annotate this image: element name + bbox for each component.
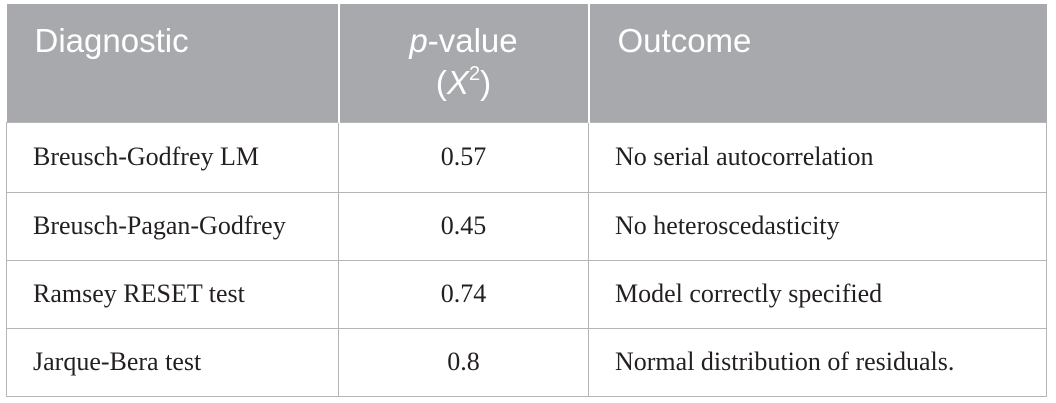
cell-diagnostic: Breusch-Pagan-Godfrey [6, 191, 339, 261]
header-pvalue-paren-close: ) [480, 64, 492, 101]
cell-outcome: No heteroscedasticity [588, 191, 1047, 261]
header-pvalue: p-value (X2) [338, 4, 590, 122]
cell-outcome: No serial autocorrelation [588, 121, 1047, 193]
header-pvalue-p: p [409, 22, 428, 59]
cell-outcome: Model correctly specified [588, 259, 1047, 329]
cell-pvalue: 0.8 [338, 327, 589, 397]
header-outcome: Outcome [588, 4, 1047, 122]
header-pvalue-x: X [446, 64, 469, 101]
cell-diagnostic: Jarque-Bera test [6, 327, 339, 397]
table-body: Breusch-Godfrey LM 0.57 No serial autoco… [6, 121, 1047, 397]
diagnostics-table: Diagnostic p-value (X2) Outcome Breusch-G… [6, 4, 1047, 397]
table-row: Breusch-Godfrey LM 0.57 No serial autoco… [6, 121, 1047, 193]
cell-diagnostic: Ramsey RESET test [6, 259, 339, 329]
cell-outcome: Normal distribution of residuals. [588, 327, 1047, 397]
cell-pvalue: 0.74 [338, 259, 589, 329]
diagnostics-table-container: Diagnostic p-value (X2) Outcome Breusch-G… [6, 4, 1047, 397]
cell-pvalue: 0.57 [338, 121, 589, 193]
cell-pvalue: 0.45 [338, 191, 589, 261]
table-header: Diagnostic p-value (X2) Outcome [6, 4, 1047, 122]
table-row: Breusch-Pagan-Godfrey 0.45 No heterosced… [6, 191, 1047, 261]
header-diagnostic: Diagnostic [6, 4, 340, 122]
table-row: Jarque-Bera test 0.8 Normal distribution… [6, 327, 1047, 397]
table-row: Ramsey RESET test 0.74 Model correctly s… [6, 259, 1047, 329]
header-pvalue-superscript: 2 [468, 63, 481, 85]
header-pvalue-paren-open: ( [435, 64, 447, 101]
header-pvalue-label: -value [427, 22, 518, 59]
cell-diagnostic: Breusch-Godfrey LM [6, 121, 339, 193]
header-row: Diagnostic p-value (X2) Outcome [6, 4, 1047, 122]
